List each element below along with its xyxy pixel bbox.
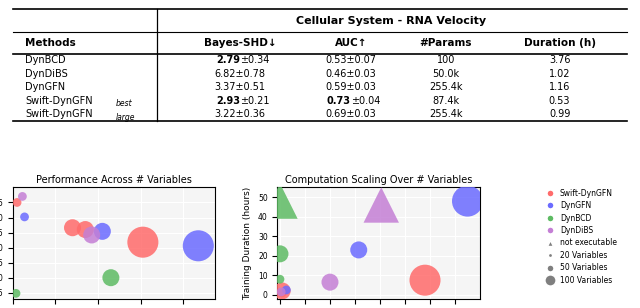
Point xyxy=(277,289,287,294)
Text: Methods: Methods xyxy=(25,38,76,48)
Text: ±0.34: ±0.34 xyxy=(240,55,269,66)
Point xyxy=(11,291,21,296)
Text: #Params: #Params xyxy=(420,38,472,48)
Text: 0.46±0.03: 0.46±0.03 xyxy=(325,69,376,79)
Point xyxy=(67,225,77,230)
Text: 3.76: 3.76 xyxy=(549,55,570,66)
Point xyxy=(275,251,285,256)
Text: 1.02: 1.02 xyxy=(549,69,570,79)
Text: best: best xyxy=(116,99,132,108)
Point xyxy=(86,233,97,237)
Text: 0.69±0.03: 0.69±0.03 xyxy=(325,109,376,119)
Y-axis label: Training Duration (hours): Training Duration (hours) xyxy=(243,186,252,300)
Title: Performance Across # Variables: Performance Across # Variables xyxy=(36,175,192,185)
Text: AUC↑: AUC↑ xyxy=(335,38,367,48)
Text: 255.4k: 255.4k xyxy=(429,109,463,119)
Text: DynBCD: DynBCD xyxy=(25,55,66,66)
Text: 0.59±0.03: 0.59±0.03 xyxy=(325,82,376,92)
Text: Cellular System - RNA Velocity: Cellular System - RNA Velocity xyxy=(296,17,486,26)
Point xyxy=(376,203,387,208)
Text: Duration (h): Duration (h) xyxy=(524,38,596,48)
Text: 0.73: 0.73 xyxy=(327,95,351,106)
Text: 100: 100 xyxy=(436,55,455,66)
Point xyxy=(420,278,430,283)
Point xyxy=(275,199,285,204)
Text: 3.22±0.36: 3.22±0.36 xyxy=(214,109,266,119)
Point xyxy=(277,290,287,295)
Text: DynDiBS: DynDiBS xyxy=(25,69,68,79)
Text: 3.37±0.51: 3.37±0.51 xyxy=(214,82,266,92)
Point xyxy=(463,199,473,204)
Point xyxy=(97,229,108,234)
Text: 87.4k: 87.4k xyxy=(433,95,460,106)
Point xyxy=(193,243,204,248)
Text: large: large xyxy=(116,112,136,122)
Point xyxy=(17,194,28,199)
Text: Swift-DynGFN: Swift-DynGFN xyxy=(25,95,93,106)
Point xyxy=(275,277,285,282)
Point xyxy=(80,227,90,232)
Point xyxy=(106,275,116,280)
Point xyxy=(19,214,29,219)
Point xyxy=(281,287,291,292)
Text: Bayes-SHD↓: Bayes-SHD↓ xyxy=(204,38,276,48)
Legend: Swift-DynGFN, DynGFN, DynBCD, DynDiBS, not executable, 20 Variables, 50 Variable: Swift-DynGFN, DynGFN, DynBCD, DynDiBS, n… xyxy=(539,186,620,288)
Text: 2.93: 2.93 xyxy=(216,95,240,106)
Text: 255.4k: 255.4k xyxy=(429,82,463,92)
Text: ±0.21: ±0.21 xyxy=(240,95,269,106)
Text: Swift-DynGFN: Swift-DynGFN xyxy=(25,109,93,119)
Text: 0.53: 0.53 xyxy=(549,95,570,106)
Point xyxy=(12,200,22,205)
Text: 0.99: 0.99 xyxy=(549,109,570,119)
Point xyxy=(138,240,148,245)
Point xyxy=(354,247,364,252)
Text: ±0.04: ±0.04 xyxy=(351,95,380,106)
Text: DynGFN: DynGFN xyxy=(25,82,65,92)
Text: 1.16: 1.16 xyxy=(549,82,570,92)
Text: 0.53±0.07: 0.53±0.07 xyxy=(325,55,376,66)
Point xyxy=(325,280,335,285)
Text: 6.82±0.78: 6.82±0.78 xyxy=(214,69,266,79)
Text: 2.79: 2.79 xyxy=(216,55,240,66)
Point xyxy=(276,290,286,294)
Text: 50.0k: 50.0k xyxy=(433,69,460,79)
Title: Computation Scaling Over # Variables: Computation Scaling Over # Variables xyxy=(285,175,472,185)
